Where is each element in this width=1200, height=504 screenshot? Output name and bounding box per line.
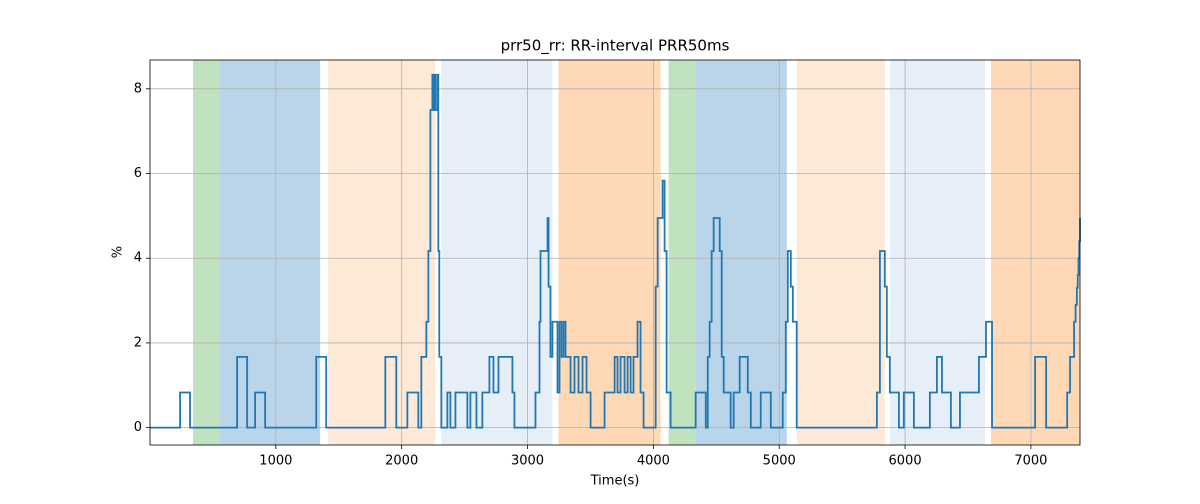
chart-title: prr50_rr: RR-interval PRR50ms	[501, 37, 730, 56]
shaded-region	[441, 60, 553, 445]
x-tick-label: 5000	[763, 454, 796, 469]
shaded-region	[193, 60, 220, 445]
shaded-region	[219, 60, 321, 445]
x-tick-label: 3000	[511, 454, 544, 469]
y-tick-label: 4	[134, 251, 142, 266]
shaded-region	[796, 60, 885, 445]
x-tick-label: 4000	[637, 454, 670, 469]
x-tick-label: 2000	[385, 454, 418, 469]
x-tick-label: 7000	[1014, 454, 1047, 469]
line-series	[150, 73, 1081, 429]
x-axis-label: Time(s)	[590, 474, 640, 489]
shaded-region	[328, 60, 436, 445]
shaded-region	[695, 60, 787, 445]
x-tick-label: 6000	[889, 454, 922, 469]
plot-frame	[149, 59, 1081, 446]
y-tick-label: 6	[134, 166, 142, 181]
y-tick-label: 8	[134, 81, 142, 96]
shaded-region	[558, 60, 661, 445]
x-tick-label: 1000	[259, 454, 292, 469]
y-axis-label: %	[111, 246, 126, 258]
y-tick-label: 0	[134, 420, 142, 435]
shaded-region	[668, 60, 696, 445]
y-tick-label: 2	[134, 335, 142, 350]
